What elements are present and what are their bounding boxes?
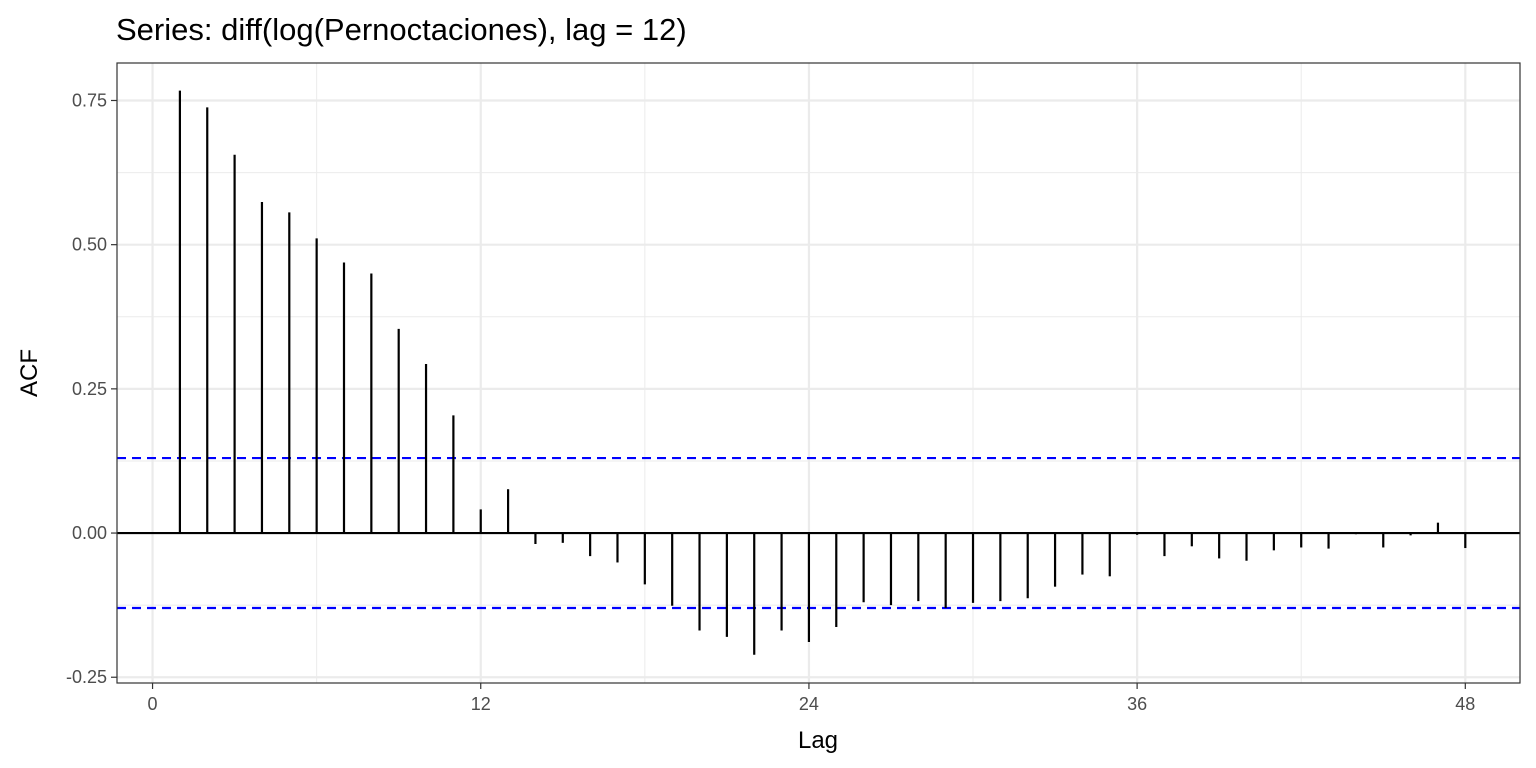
x-tick-label: 0 — [148, 694, 158, 714]
y-tick-label: 0.75 — [72, 90, 107, 110]
y-axis-title: ACF — [16, 349, 43, 397]
x-tick-label: 12 — [471, 694, 491, 714]
grid-lines — [117, 63, 1520, 683]
panel-border — [116, 62, 1521, 684]
y-tick-label: 0.50 — [72, 235, 107, 255]
chart-title: Series: diff(log(Pernoctaciones), lag = … — [116, 12, 687, 47]
acf-bars — [117, 90, 1520, 655]
x-axis-title: Lag — [798, 727, 838, 754]
y-tick-label: 0.00 — [72, 523, 107, 543]
confidence-bounds — [117, 456, 1520, 610]
y-tick-label: -0.25 — [66, 667, 107, 687]
y-tick-label: 0.25 — [72, 379, 107, 399]
x-axis: 0 12 24 36 48 — [148, 683, 1475, 714]
x-tick-label: 36 — [1127, 694, 1147, 714]
x-tick-label: 48 — [1455, 694, 1475, 714]
x-tick-label: 24 — [799, 694, 819, 714]
y-axis: -0.25 0.00 0.25 0.50 0.75 — [66, 90, 117, 687]
